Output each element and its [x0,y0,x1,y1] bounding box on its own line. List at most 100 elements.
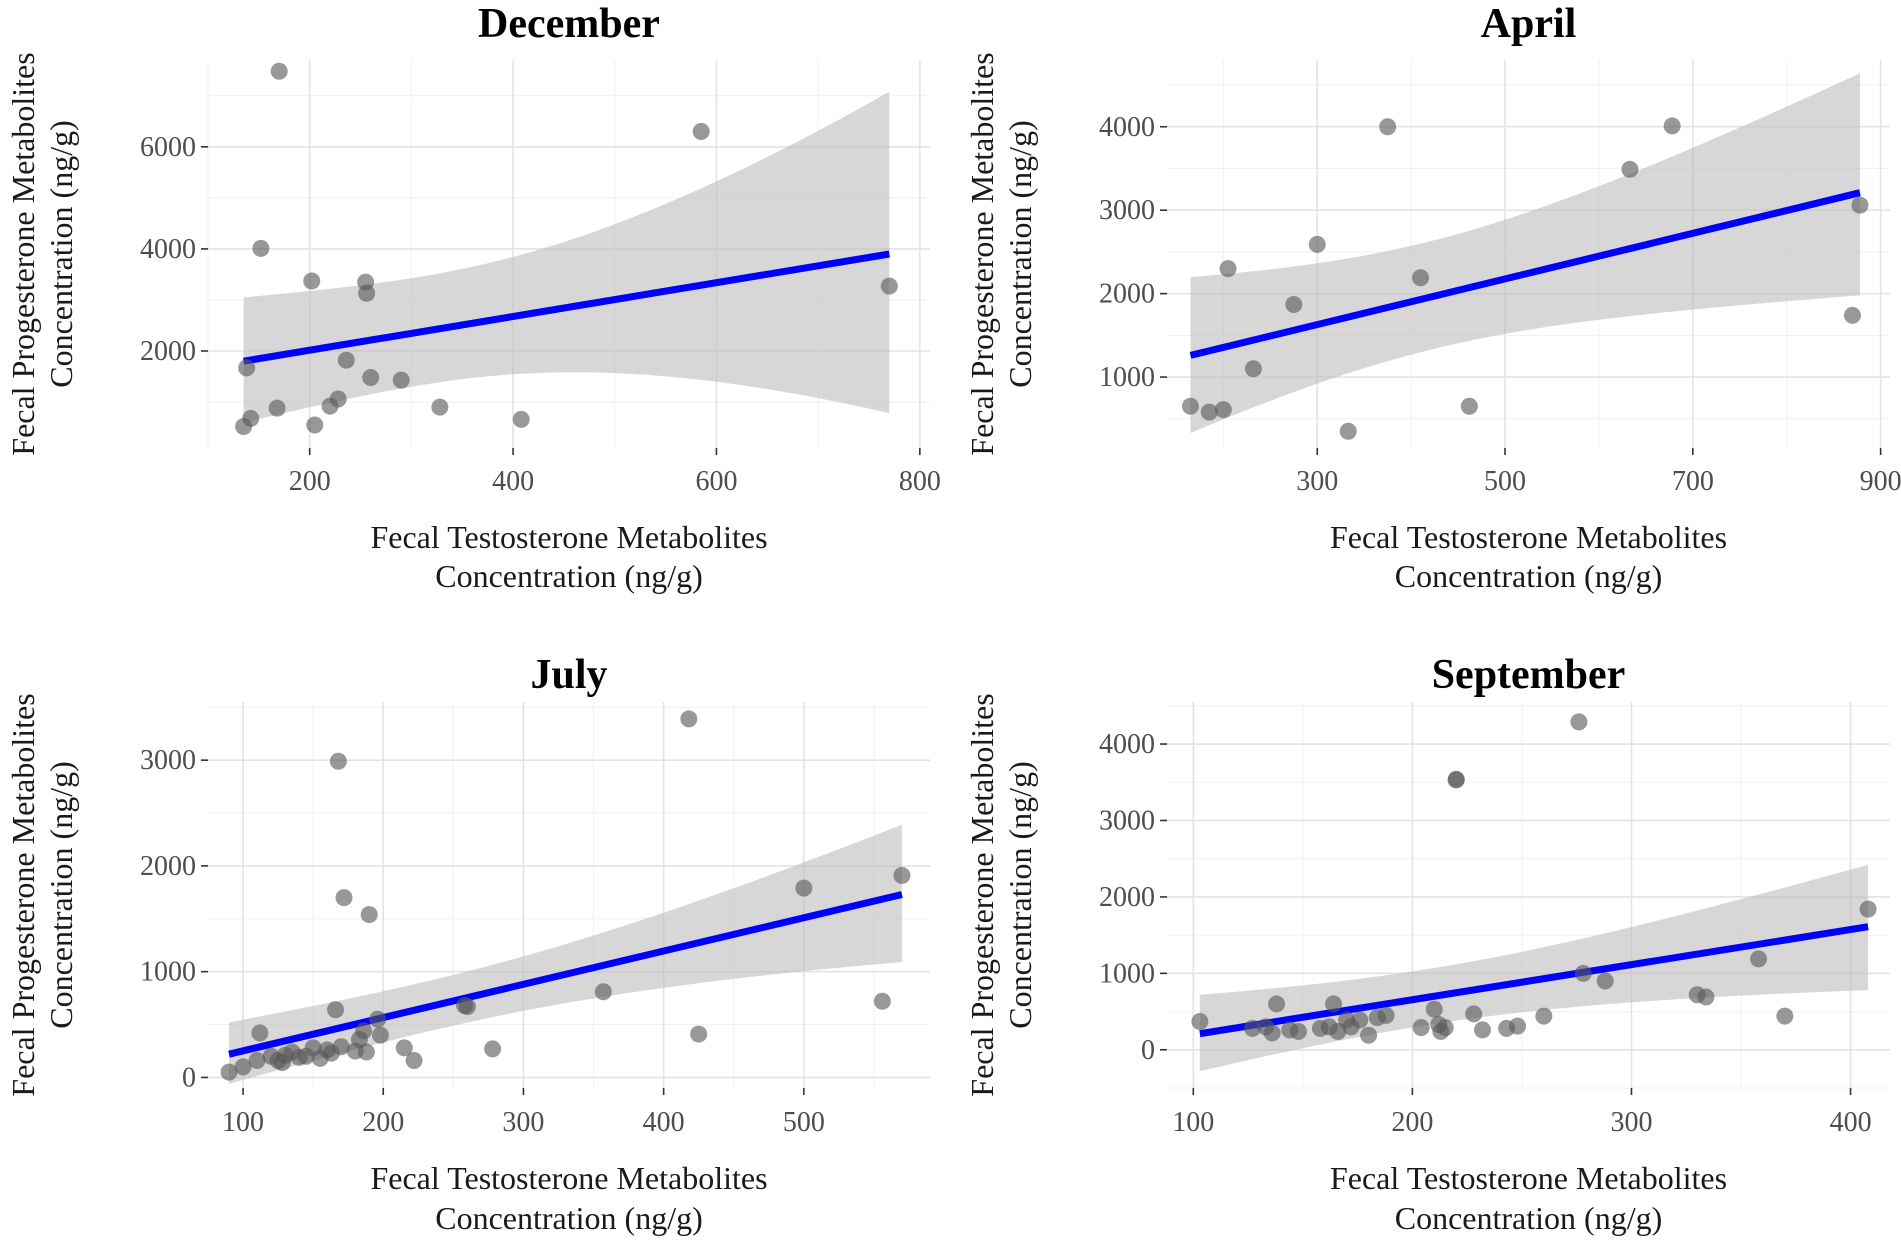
data-point [358,284,376,302]
data-point [1244,360,1262,378]
data-point [512,410,530,428]
y-tick-label: 0 [182,1062,196,1093]
x-tick-label: 700 [1672,466,1714,497]
x-tick-label: 200 [362,1107,404,1138]
y-axis-label: Fecal Progesterone Metabolites [5,52,41,455]
data-point [1412,269,1430,287]
confidence-band [243,91,890,423]
data-point [395,1039,413,1057]
data-point [332,1038,350,1056]
data-point [335,889,353,907]
y-tick-label: 4000 [1099,112,1155,143]
y-tick-label: 1000 [1099,362,1155,393]
data-point [405,1052,423,1070]
data-point [1219,260,1237,278]
data-point [327,1001,345,1019]
data-point [251,1024,269,1042]
y-axis-label-line2: Concentration (ng/g) [1002,120,1038,387]
data-point [270,62,288,80]
data-point [1460,397,1478,415]
confidence-band [229,824,902,1084]
x-tick-label: 300 [1610,1107,1652,1138]
data-point [1268,995,1286,1013]
data-point [1425,1000,1443,1018]
data-point [1663,117,1681,135]
data-point [1851,196,1869,214]
x-axis-label: Fecal Testosterone Metabolites [1330,519,1727,555]
data-point [1465,1005,1483,1023]
x-tick-label: 200 [289,466,331,497]
data-point [392,371,410,389]
data-point [1574,964,1592,982]
y-tick-label: 2000 [1099,882,1155,913]
x-tick-label: 800 [899,466,941,497]
data-point [360,906,378,924]
data-point [1351,1011,1369,1029]
y-tick-label: 4000 [1099,729,1155,760]
y-tick-label: 2000 [140,336,196,367]
y-axis-label-line2: Concentration (ng/g) [43,120,79,387]
x-axis-label: Fecal Testosterone Metabolites [370,519,767,555]
x-axis-label: Fecal Testosterone Metabolites [370,1160,767,1196]
data-point [795,879,813,897]
data-point [1289,1022,1307,1040]
y-axis-label-line2: Concentration (ng/g) [1002,761,1038,1028]
data-point [594,983,612,1001]
x-tick-label: 100 [222,1107,264,1138]
data-point [306,416,324,434]
panel-september: 100 200 300 40001000200030004000SeptemberFe… [964,652,1890,1236]
y-tick-label: 2000 [140,851,196,882]
data-point [680,710,698,728]
data-point [1243,1019,1261,1037]
x-tick-label: 300 [502,1107,544,1138]
y-tick-label: 3000 [1099,195,1155,226]
data-point [337,351,355,369]
y-tick-label: 0 [1141,1035,1155,1066]
y-tick-label: 3000 [1099,805,1155,836]
data-point [1776,1007,1794,1025]
panel-title: September [1432,652,1626,698]
data-point [1181,397,1199,415]
data-point [303,272,321,290]
x-tick-label: 400 [1830,1107,1872,1138]
data-point [1412,1019,1430,1037]
data-point [1360,1026,1378,1044]
panel-april: 300 500 700 900 1000 2000 3000 4000 April Fecal T… [964,1,1901,594]
y-axis-label: Fecal Progesterone Metabolites [964,52,1000,455]
x-tick-label: 400 [492,466,534,497]
data-point [1436,1019,1454,1037]
data-point [371,1026,389,1044]
data-point [238,359,256,377]
data-point [1263,1024,1281,1042]
panel-title: July [530,652,607,698]
data-point [1473,1021,1491,1039]
x-axis-label-line2: Concentration (ng/g) [1395,1200,1662,1236]
data-point [357,1043,375,1061]
data-point [880,277,898,295]
data-point [252,239,270,257]
data-point [1447,771,1465,789]
data-point [220,1063,238,1081]
data-point [1535,1007,1553,1025]
data-point [1570,713,1588,731]
data-point [1325,995,1343,1013]
data-point [1339,422,1357,440]
y-axis-label: Fecal Progesterone Metabolites [5,693,41,1096]
data-point [458,998,476,1016]
data-point [1697,988,1715,1006]
y-tick-label: 1000 [1099,958,1155,989]
y-tick-label: 6000 [140,132,196,163]
y-axis-label-line2: Concentration (ng/g) [43,761,79,1028]
y-tick-label: 4000 [140,234,196,265]
x-axis-label: Fecal Testosterone Metabolites [1330,1160,1727,1196]
panel-title: April [1481,1,1577,47]
data-point [234,1058,252,1076]
data-point [1285,295,1303,313]
data-point [431,398,449,416]
x-tick-label: 500 [1484,466,1526,497]
regression-line [228,891,903,1058]
data-point [1329,1022,1347,1040]
data-point [242,409,260,427]
x-tick-label: 100 [1172,1107,1214,1138]
data-point [1191,1013,1209,1031]
